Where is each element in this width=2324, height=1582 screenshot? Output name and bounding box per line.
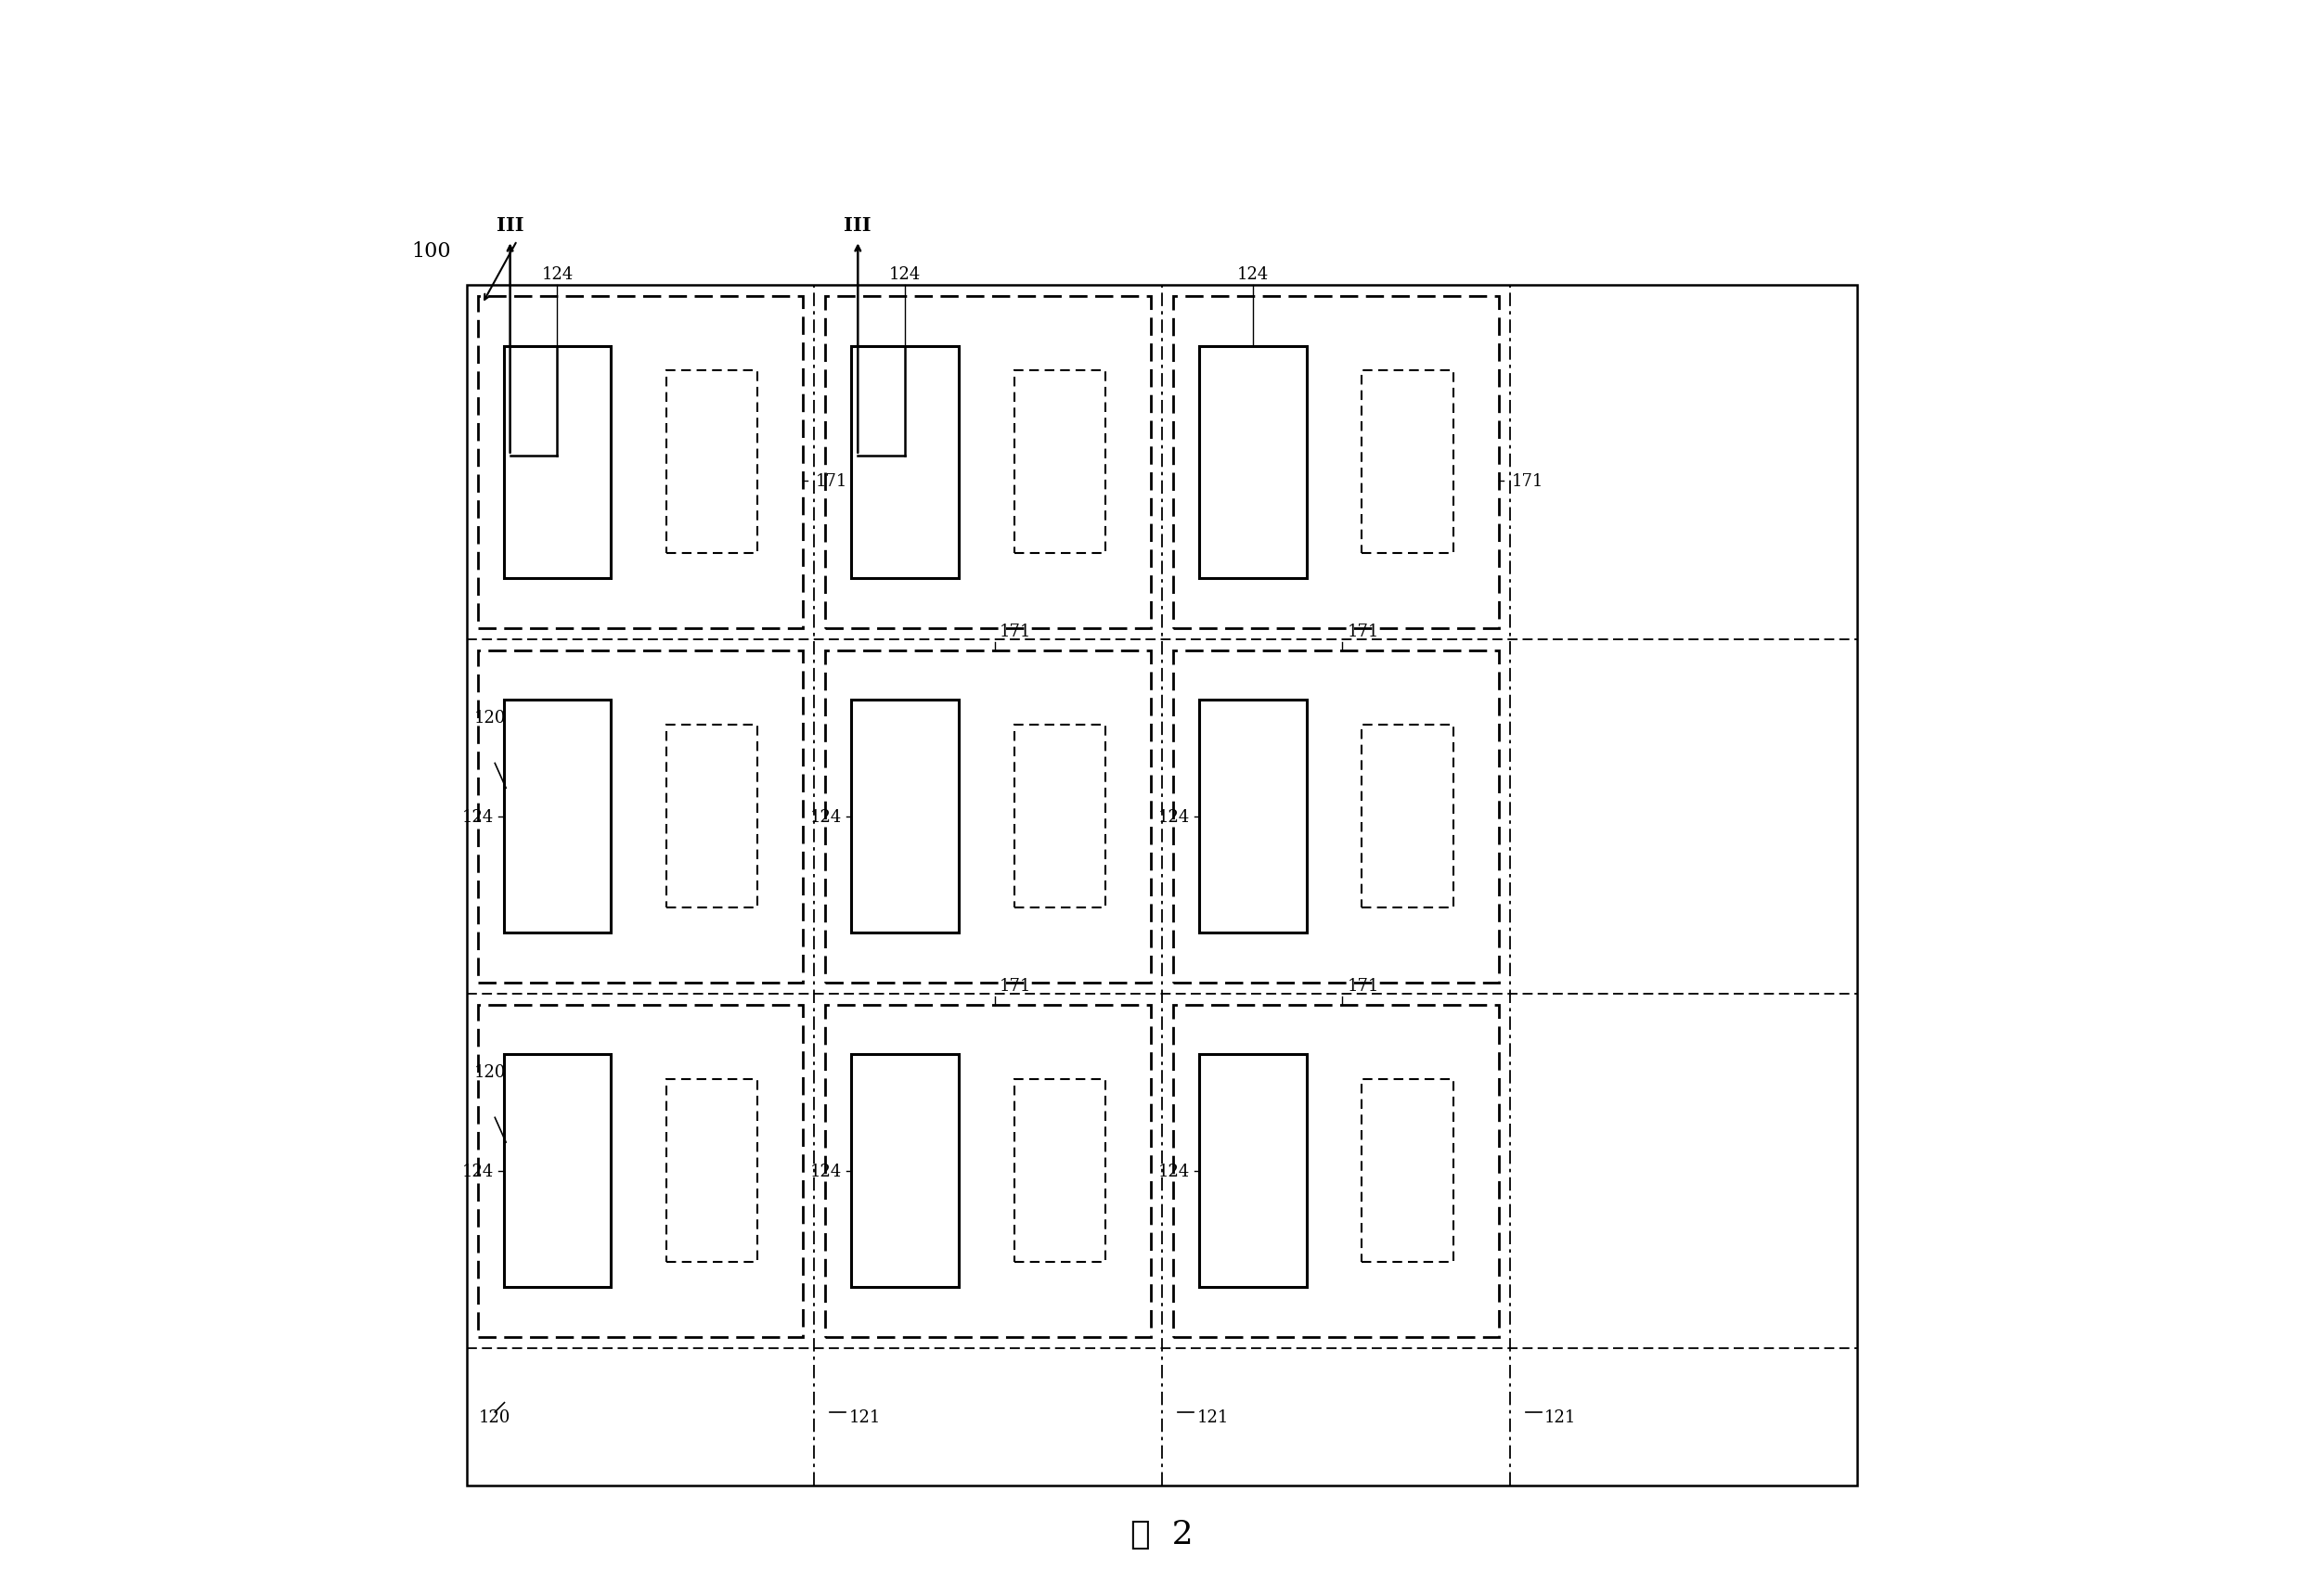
Text: 124: 124 — [811, 808, 841, 826]
Bar — [476, 650, 804, 982]
Text: 171: 171 — [999, 978, 1032, 993]
Bar — [1199, 1055, 1306, 1288]
Text: 124: 124 — [1157, 808, 1190, 826]
Text: 120: 120 — [479, 1408, 511, 1425]
Bar — [851, 1055, 960, 1288]
Bar — [476, 297, 804, 628]
Bar — [825, 297, 1150, 628]
Bar — [667, 1079, 758, 1262]
Bar — [467, 286, 1857, 1485]
Text: III: III — [497, 217, 523, 236]
Text: 124: 124 — [541, 266, 574, 283]
Text: 124: 124 — [890, 266, 920, 283]
Bar — [1362, 726, 1452, 908]
Text: 120: 120 — [474, 709, 507, 726]
Text: 124: 124 — [462, 1163, 495, 1179]
Text: 124: 124 — [811, 1163, 841, 1179]
Text: 171: 171 — [1511, 473, 1543, 489]
Text: 124: 124 — [462, 808, 495, 826]
Bar — [1362, 1079, 1452, 1262]
Text: 图  2: 图 2 — [1129, 1517, 1195, 1549]
Bar — [1174, 650, 1499, 982]
Bar — [825, 1005, 1150, 1337]
Bar — [1013, 726, 1106, 908]
Text: 171: 171 — [816, 473, 848, 489]
Text: 121: 121 — [1197, 1408, 1229, 1425]
Text: 121: 121 — [848, 1408, 881, 1425]
Text: III: III — [844, 217, 872, 236]
Bar — [1199, 701, 1306, 933]
Bar — [851, 701, 960, 933]
Text: 121: 121 — [1545, 1408, 1576, 1425]
Bar — [504, 1055, 611, 1288]
Bar — [1362, 372, 1452, 554]
Bar — [667, 372, 758, 554]
Text: 100: 100 — [411, 242, 451, 263]
Bar — [825, 650, 1150, 982]
Bar — [504, 346, 611, 579]
Bar — [1013, 372, 1106, 554]
Bar — [1199, 346, 1306, 579]
Bar — [851, 346, 960, 579]
Bar — [1013, 1079, 1106, 1262]
Bar — [1174, 1005, 1499, 1337]
Bar — [504, 701, 611, 933]
Bar — [1174, 297, 1499, 628]
Text: 171: 171 — [1348, 978, 1378, 993]
Bar — [476, 1005, 804, 1337]
Text: 120: 120 — [474, 1063, 507, 1081]
Text: 171: 171 — [999, 623, 1032, 639]
Text: 124: 124 — [1157, 1163, 1190, 1179]
Text: 124: 124 — [1236, 266, 1269, 283]
Bar — [667, 726, 758, 908]
Text: 171: 171 — [1348, 623, 1378, 639]
